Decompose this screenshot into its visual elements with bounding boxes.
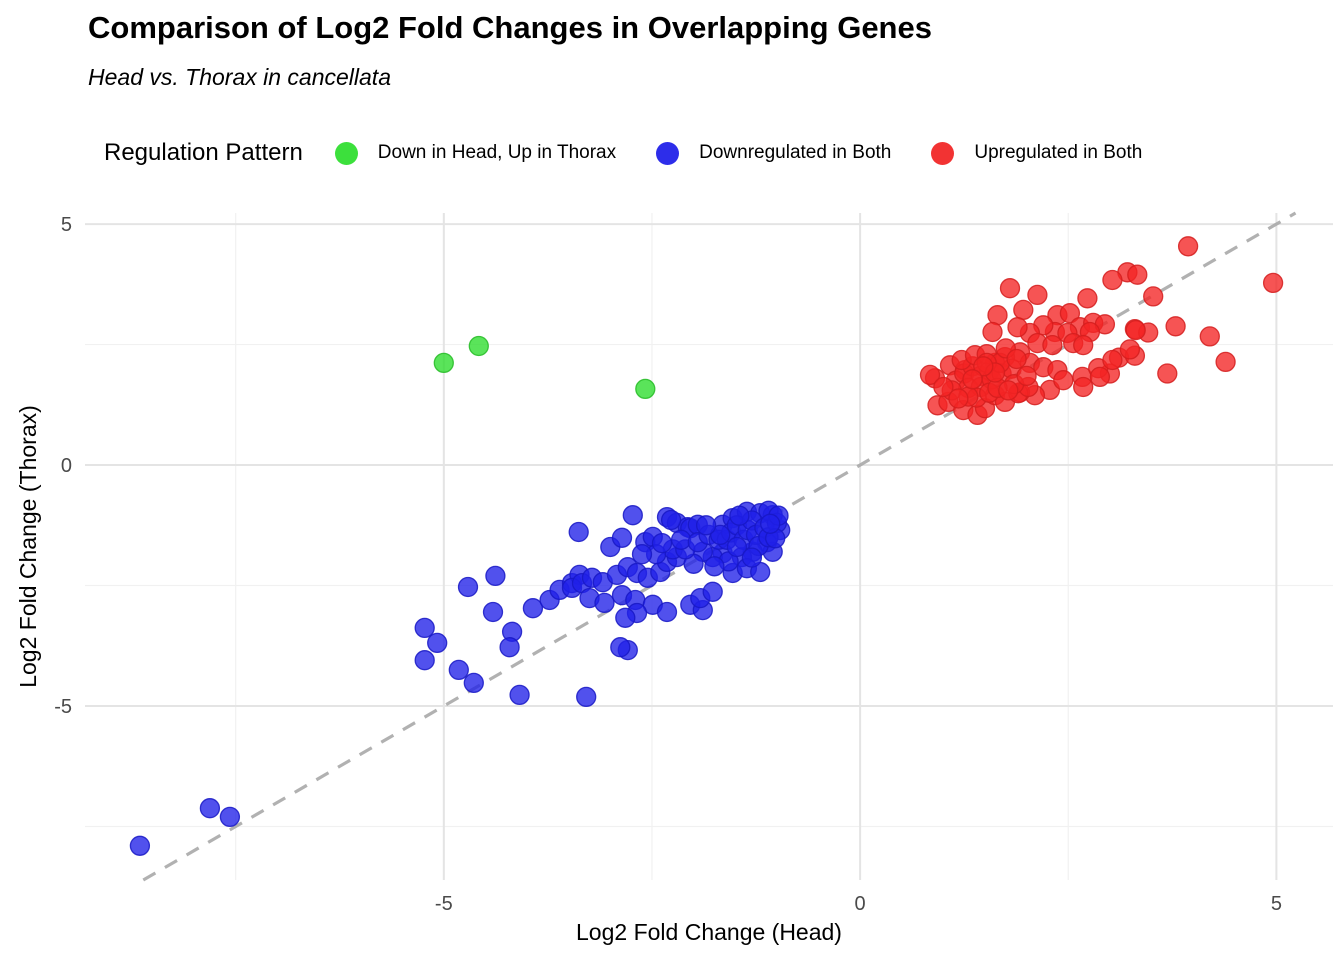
axis-x-tick-label: 5	[1271, 893, 1282, 915]
data-point-upregulated-in-both	[1053, 370, 1074, 391]
data-point-downregulated-in-both	[568, 521, 589, 543]
chart-subtitle: Head vs. Thorax in cancellata	[88, 64, 391, 90]
data-point-downregulated-in-both	[509, 684, 530, 706]
data-point-upregulated-in-both	[1157, 363, 1178, 384]
data-point-upregulated-in-both	[919, 364, 941, 386]
data-point-upregulated-in-both	[999, 278, 1021, 299]
data-point-downregulated-in-both	[670, 529, 692, 550]
data-point-downregulated-in-both	[615, 607, 636, 628]
legend: Regulation Pattern Down in Head, Up in T…	[104, 131, 1182, 175]
data-point-upregulated-in-both	[1042, 334, 1063, 356]
data-point-upregulated-in-both	[998, 380, 1019, 401]
data-point-downregulated-in-both	[610, 637, 631, 658]
legend-title: Regulation Pattern	[104, 139, 303, 166]
data-point-upregulated-in-both	[1262, 272, 1284, 294]
data-point-down-in-head-up-in-thorax	[635, 378, 656, 400]
legend-dot-icon	[334, 141, 358, 165]
data-point-upregulated-in-both	[987, 305, 1008, 326]
legend-item: Down in Head, Up in Thorax	[334, 141, 617, 165]
legend-item: Downregulated in Both	[656, 141, 892, 165]
axis-y-title: Log2 Fold Change (Thorax)	[15, 405, 41, 688]
data-point-downregulated-in-both	[448, 659, 469, 681]
data-point-downregulated-in-both	[760, 513, 781, 534]
axis-y-tick-label: 0	[61, 455, 72, 477]
axis-x-tick-label: 0	[855, 893, 866, 915]
legend-item-label: Down in Head, Up in Thorax	[377, 142, 617, 163]
axis-y-tick-label: -5	[54, 696, 72, 718]
data-point-downregulated-in-both	[457, 576, 479, 598]
data-point-downregulated-in-both	[219, 806, 241, 828]
data-point-downregulated-in-both	[726, 536, 748, 558]
data-point-upregulated-in-both	[1077, 288, 1098, 309]
data-point-downregulated-in-both	[427, 632, 448, 654]
data-point-downregulated-in-both	[704, 556, 725, 577]
data-point-upregulated-in-both	[1143, 286, 1164, 307]
data-point-upregulated-in-both	[1102, 349, 1123, 371]
data-point-upregulated-in-both	[973, 356, 994, 377]
data-point-upregulated-in-both	[1215, 351, 1236, 373]
data-point-upregulated-in-both	[1027, 284, 1048, 306]
legend-dot-icon	[931, 141, 955, 165]
data-point-downregulated-in-both	[594, 592, 615, 614]
data-point-downregulated-in-both	[656, 601, 678, 623]
data-point-downregulated-in-both	[710, 524, 731, 546]
axis-x-title: Log2 Fold Change (Head)	[576, 919, 842, 945]
data-point-upregulated-in-both	[1016, 365, 1037, 387]
data-point-upregulated-in-both	[1007, 317, 1028, 338]
data-point-downregulated-in-both	[414, 650, 435, 671]
data-point-upregulated-in-both	[962, 369, 983, 390]
data-point-downregulated-in-both	[622, 505, 643, 526]
data-point-downregulated-in-both	[702, 581, 723, 602]
data-point-upregulated-in-both	[1199, 326, 1220, 347]
data-point-downregulated-in-both	[129, 835, 151, 856]
data-point-upregulated-in-both	[1177, 236, 1199, 257]
axis-y-tick-label: 5	[61, 214, 72, 236]
data-point-downregulated-in-both	[729, 505, 750, 526]
legend-item-label: Downregulated in Both	[699, 142, 892, 163]
data-point-down-in-head-up-in-thorax	[433, 352, 454, 374]
data-point-upregulated-in-both	[1102, 269, 1123, 291]
data-point-upregulated-in-both	[1073, 334, 1094, 356]
legend-dot-icon	[656, 141, 680, 165]
data-point-downregulated-in-both	[463, 672, 484, 694]
data-point-upregulated-in-both	[1073, 376, 1094, 398]
data-point-downregulated-in-both	[522, 598, 544, 619]
data-point-upregulated-in-both	[1089, 366, 1111, 388]
data-point-downregulated-in-both	[482, 601, 504, 623]
axis-x-tick-label: -5	[435, 893, 453, 915]
data-point-upregulated-in-both	[1127, 264, 1148, 285]
data-point-upregulated-in-both	[1013, 299, 1034, 321]
data-point-downregulated-in-both	[695, 515, 717, 536]
data-point-upregulated-in-both	[982, 321, 1003, 343]
data-point-downregulated-in-both	[741, 547, 763, 568]
data-point-downregulated-in-both	[414, 617, 435, 639]
data-point-upregulated-in-both	[1006, 348, 1027, 370]
data-point-downregulated-in-both	[576, 686, 597, 708]
data-point-downregulated-in-both	[651, 532, 673, 554]
data-point-upregulated-in-both	[1059, 303, 1081, 324]
chart-title: Comparison of Log2 Fold Changes in Overl…	[88, 10, 932, 45]
data-point-downregulated-in-both	[485, 565, 506, 587]
data-point-upregulated-in-both	[948, 388, 969, 409]
data-point-downregulated-in-both	[631, 544, 653, 565]
data-point-downregulated-in-both	[499, 637, 520, 658]
data-point-upregulated-in-both	[933, 376, 954, 398]
legend-item: Upregulated in Both	[931, 141, 1143, 165]
data-point-downregulated-in-both	[199, 798, 221, 819]
legend-item-label: Upregulated in Both	[974, 142, 1143, 163]
data-point-upregulated-in-both	[1165, 316, 1186, 337]
data-point-upregulated-in-both	[1125, 319, 1146, 341]
data-point-down-in-head-up-in-thorax	[468, 335, 489, 357]
data-point-downregulated-in-both	[660, 509, 682, 531]
data-point-downregulated-in-both	[611, 527, 633, 548]
data-point-upregulated-in-both	[1119, 339, 1141, 360]
